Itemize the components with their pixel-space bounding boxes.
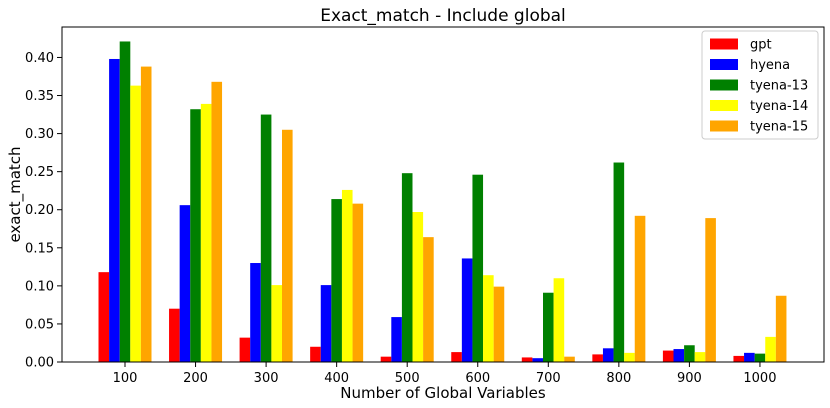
x-tick-label: 900 [677,371,702,386]
bar-gpt-1000 [733,355,745,362]
bar-tyena-13-800 [613,162,625,362]
bar-hyena-300 [250,263,261,362]
bar-gpt-400 [310,346,321,362]
y-tick-label: 0.20 [25,203,54,218]
x-axis-title: Number of Global Variables [340,384,546,402]
legend-swatch-tyena-13 [710,79,738,91]
bar-tyena-13-400 [331,199,342,362]
x-tick-label: 500 [395,371,420,386]
bar-tyena-14-100 [130,85,141,363]
bar-tyena-15-200 [211,81,223,362]
x-tick-label: 300 [254,371,279,386]
legend-swatch-tyena-15 [710,120,738,132]
bar-tyena-14-600 [483,275,494,362]
bar-tyena-15-500 [423,237,434,362]
y-axis-title: exact_match [6,146,25,242]
bar-tyena-13-200 [190,109,201,362]
bar-hyena-500 [391,317,402,362]
legend-label-tyena-13: tyena-13 [750,79,808,94]
x-tick-label: 700 [536,371,561,386]
legend-frame [701,30,819,140]
y-tick-label: 0.10 [25,279,54,294]
bar-hyena-200 [179,205,191,362]
bar-gpt-200 [169,308,180,362]
bar-tyena-13-600 [472,174,484,362]
bar-hyena-800 [602,348,614,362]
legend-label-hyena: hyena [750,58,790,73]
bar-tyena-14-400 [341,189,353,362]
y-tick-label: 0.05 [25,317,54,332]
legend-swatch-gpt [710,38,738,50]
chart-title: Exact_match - Include global [320,6,566,26]
bar-tyena-15-300 [282,129,293,362]
bar-gpt-800 [592,354,603,362]
plot-frame [61,26,825,363]
y-tick-label: 0.40 [25,51,54,66]
bar-gpt-900 [662,350,674,362]
bar-hyena-900 [673,349,685,362]
bar-gpt-500 [380,356,392,362]
bar-tyena-14-200 [200,103,212,363]
bar-tyena-15-600 [493,286,505,363]
bar-tyena-13-700 [543,292,554,362]
y-tick-label: 0.00 [25,356,54,371]
bars-group [98,41,787,363]
bar-tyena-15-100 [140,66,152,362]
bar-tyena-14-800 [624,352,635,362]
legend-label-gpt: gpt [750,38,772,53]
bar-hyena-700 [532,358,543,362]
bar-tyena-13-100 [119,41,131,362]
bar-tyena-13-500 [401,173,413,362]
bar-tyena-14-500 [412,212,424,362]
y-axis: 0.00 0.05 0.10 0.15 0.20 0.25 0.30 0.35 0.40 [25,51,62,371]
bar-tyena-15-1000 [775,295,787,362]
y-tick-label: 0.30 [25,127,54,142]
legend-label-tyena-15: tyena-15 [750,120,808,135]
x-tick-label: 1000 [743,371,776,386]
bar-hyena-100 [109,58,120,362]
x-tick-label: 100 [113,371,138,386]
legend-swatch-tyena-14 [710,100,738,111]
x-tick-label: 400 [324,371,349,386]
bar-hyena-400 [320,285,332,362]
bar-gpt-700 [521,357,533,362]
legend: gpt hyena tyena-13 tyena-14 tyena-15 [701,30,819,140]
bar-tyena-15-400 [352,203,364,362]
bar-tyena-15-900 [705,218,716,362]
bar-hyena-600 [461,258,473,362]
x-tick-label: 800 [606,371,631,386]
bar-tyena-14-700 [553,278,565,362]
bar-gpt-600 [451,352,462,362]
legend-swatch-hyena [710,59,738,70]
bar-tyena-14-1000 [765,336,776,363]
y-tick-label: 0.15 [25,241,54,256]
legend-label-tyena-14: tyena-14 [750,99,808,114]
x-axis: 100 200 300 400 500 600 700 800 900 1000 [113,362,776,386]
bar-tyena-15-700 [564,356,575,362]
x-tick-label: 200 [183,371,208,386]
y-tick-label: 0.25 [25,165,54,180]
bar-hyena-1000 [744,352,755,362]
bar-gpt-300 [239,337,251,362]
bar-tyena-13-1000 [754,353,766,363]
bar-gpt-100 [98,272,110,362]
bar-tyena-13-900 [684,345,695,362]
x-tick-label: 600 [465,371,490,386]
bar-tyena-14-900 [694,352,706,362]
bar-tyena-15-800 [634,215,646,362]
bar-tyena-14-300 [271,285,282,362]
bar-tyena-13-300 [260,114,272,362]
y-tick-label: 0.35 [25,89,54,104]
